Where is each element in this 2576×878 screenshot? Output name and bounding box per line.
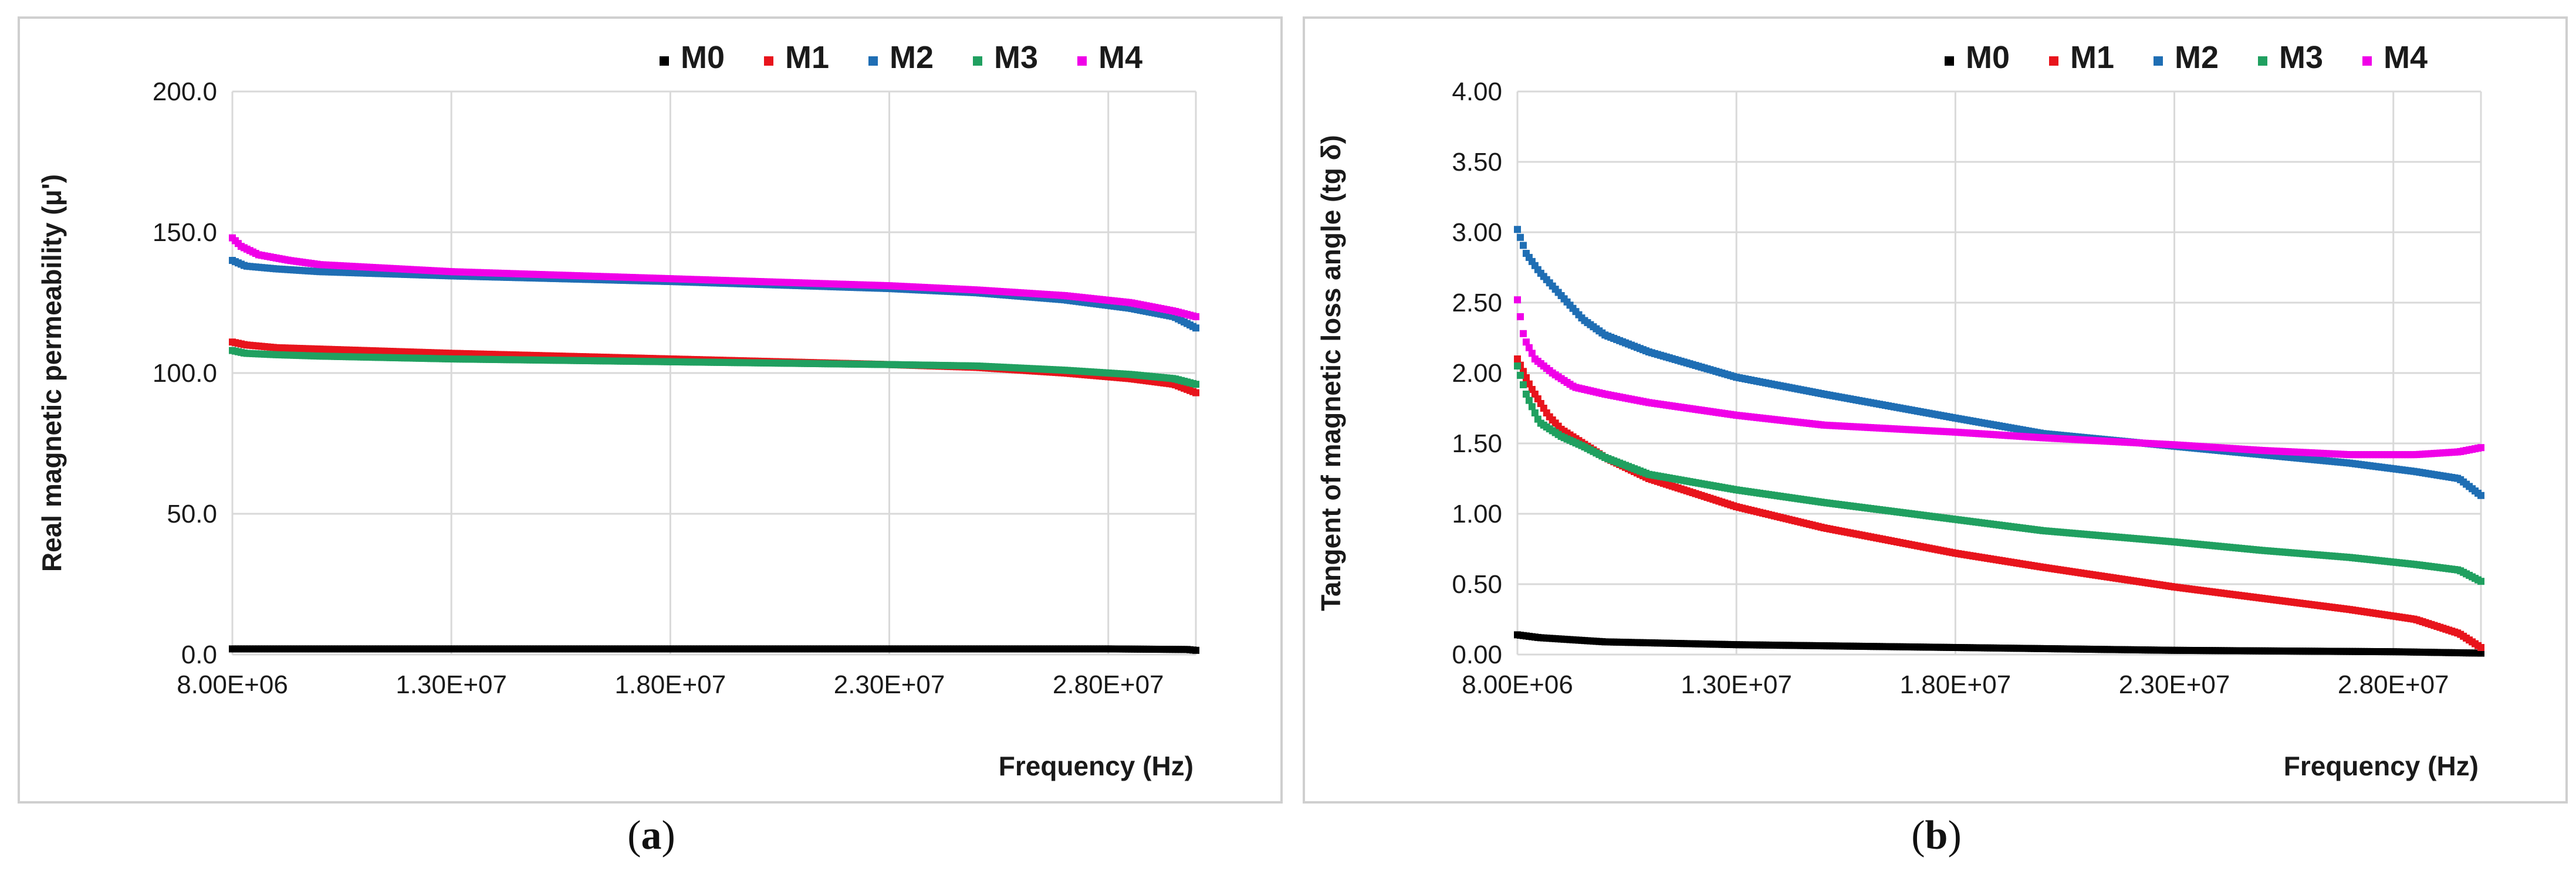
chart-panel-b: 0.00 0.50 1.00 1.50 2.00 2.50 3.00 3.50 4.00 8.00… bbox=[1303, 16, 2568, 804]
chart-a-point-m4 bbox=[1192, 313, 1199, 320]
chart-b-point-m4 bbox=[1525, 344, 1533, 351]
chart-b-legend-label-m3: M3 bbox=[2279, 40, 2323, 75]
chart-b-point-m3 bbox=[2477, 578, 2484, 585]
chart-b-legend-marker-m1 bbox=[2049, 56, 2058, 66]
chart-b-legend-marker-m0 bbox=[1945, 56, 1954, 66]
chart-b-point-m1 bbox=[1525, 380, 1533, 388]
chart-b-ytick-label: 0.00 bbox=[1452, 640, 1502, 669]
chart-b-point-m2 bbox=[2477, 491, 2484, 499]
chart-b-point-m1 bbox=[1514, 355, 1521, 362]
chart-a-legend-label-m0: M0 bbox=[681, 40, 725, 75]
chart-b-xlabel: Frequency (Hz) bbox=[2284, 751, 2479, 781]
chart-b-point-m1 bbox=[2477, 644, 2484, 651]
chart-a-ytick-label: 150.0 bbox=[153, 218, 217, 247]
chart-panel-a: 0.0 50.0 100.0 150.0 200.0 8.00E+06 1.30E+07 1.… bbox=[18, 16, 1283, 804]
chart-b-series-m0 bbox=[1514, 631, 2484, 657]
chart-b-ytick-label: 2.50 bbox=[1452, 289, 1502, 317]
chart-a-xtick-label: 2.80E+07 bbox=[1053, 670, 1164, 699]
chart-b-point-m3 bbox=[1522, 391, 1530, 398]
chart-a-legend-label-m1: M1 bbox=[785, 40, 829, 75]
chart-a-series-m0 bbox=[229, 645, 1199, 654]
chart-b-ytick-label: 2.00 bbox=[1452, 359, 1502, 388]
chart-b-ytick-label: 3.00 bbox=[1452, 218, 1502, 247]
chart-b-point-m3 bbox=[1516, 372, 1524, 379]
caption-a: (a) bbox=[627, 813, 675, 858]
chart-b-legend-marker-m2 bbox=[2154, 56, 2163, 66]
chart-b-ytick-label: 1.50 bbox=[1452, 429, 1502, 458]
chart-b-legend-label-m0: M0 bbox=[1966, 40, 2010, 75]
chart-a-point-m0 bbox=[1192, 646, 1199, 654]
chart-a-xtick-label: 8.00E+06 bbox=[177, 670, 288, 699]
chart-a-legend-label-m2: M2 bbox=[890, 40, 934, 75]
chart-b-xtick-label: 2.80E+07 bbox=[2338, 670, 2449, 699]
chart-a-series-m3 bbox=[229, 347, 1199, 388]
chart-a-point-m2 bbox=[1192, 324, 1199, 332]
chart-a-legend-marker-m3 bbox=[973, 56, 982, 66]
chart-a-xtick-label: 2.30E+07 bbox=[834, 670, 945, 699]
chart-a-ytick-label: 200.0 bbox=[153, 77, 217, 106]
chart-b-series-m4 bbox=[1514, 296, 2484, 459]
chart-b-xtick-label: 8.00E+06 bbox=[1462, 670, 1573, 699]
chart-b-xtick-label: 2.30E+07 bbox=[2119, 670, 2230, 699]
chart-b-point-m2 bbox=[1516, 233, 1524, 241]
chart-a-legend-label-m3: M3 bbox=[994, 40, 1038, 75]
chart-b-legend-marker-m4 bbox=[2362, 56, 2372, 66]
chart-a-ytick-label: 100.0 bbox=[153, 359, 217, 388]
chart-b-point-m4 bbox=[1514, 296, 1521, 304]
caption-a-label: a bbox=[641, 813, 662, 858]
chart-a-point-m1 bbox=[1192, 389, 1199, 396]
chart-b-svg: 0.00 0.50 1.00 1.50 2.00 2.50 3.00 3.50 4.00 8.00… bbox=[1316, 40, 2484, 781]
chart-b-xtick-label: 1.30E+07 bbox=[1681, 670, 1792, 699]
chart-b-point-m4 bbox=[2477, 444, 2484, 452]
chart-b-point-m4 bbox=[1522, 338, 1530, 346]
chart-b-ylabel: Tangent of magnetic loss angle (tg δ) bbox=[1316, 135, 1346, 611]
chart-a-xtick-label: 1.30E+07 bbox=[395, 670, 507, 699]
chart-a-legend-label-m4: M4 bbox=[1098, 40, 1142, 75]
chart-a-ytick-label: 50.0 bbox=[167, 500, 217, 528]
chart-b-ytick-label: 4.00 bbox=[1452, 77, 1502, 106]
chart-a-ylabel: Real magnetic permeability (μ') bbox=[36, 174, 67, 572]
chart-a-xtick-label: 1.80E+07 bbox=[615, 670, 726, 699]
chart-b-series-m2 bbox=[1514, 226, 2484, 499]
chart-b-point-m0 bbox=[2477, 649, 2484, 657]
caption-b-label: b bbox=[1925, 813, 1948, 858]
chart-b-point-m2 bbox=[1514, 226, 1521, 233]
chart-b-legend-label-m4: M4 bbox=[2384, 40, 2428, 75]
chart-b-legend-label-m1: M1 bbox=[2070, 40, 2114, 75]
chart-a-ytick-label: 0.0 bbox=[181, 640, 217, 669]
chart-a-svg: 0.0 50.0 100.0 150.0 200.0 8.00E+06 1.30E+07 1.… bbox=[36, 40, 1199, 781]
chart-b-point-m3 bbox=[1514, 362, 1521, 369]
chart-a-xlabel: Frequency (Hz) bbox=[999, 751, 1194, 781]
chart-b-series-m1 bbox=[1514, 355, 2484, 651]
chart-b-ytick-label: 0.50 bbox=[1452, 570, 1502, 599]
chart-a-series-m4 bbox=[229, 234, 1199, 320]
chart-b-series-m3 bbox=[1514, 362, 2484, 585]
chart-a-point-m3 bbox=[1192, 381, 1199, 388]
chart-b-point-m4 bbox=[1528, 350, 1536, 357]
chart-b-ytick-label: 3.50 bbox=[1452, 148, 1502, 177]
chart-a-legend-marker-m0 bbox=[660, 56, 669, 66]
chart-b-point-m1 bbox=[1522, 374, 1530, 381]
chart-b-xtick-label: 1.80E+07 bbox=[1900, 670, 2012, 699]
chart-b-ytick-label: 1.00 bbox=[1452, 500, 1502, 528]
chart-a-legend-marker-m1 bbox=[764, 56, 773, 66]
chart-b-point-m3 bbox=[1528, 403, 1536, 411]
chart-b-point-m4 bbox=[1516, 313, 1524, 320]
caption-b: (b) bbox=[1911, 813, 1962, 858]
chart-b-point-m4 bbox=[1519, 330, 1527, 337]
chart-b-legend-label-m2: M2 bbox=[2175, 40, 2219, 75]
chart-b-point-m3 bbox=[1519, 381, 1527, 388]
chart-a-legend-marker-m2 bbox=[868, 56, 878, 66]
chart-a-legend: M0 M1 M2 M3 M4 bbox=[660, 40, 1142, 75]
chart-a-legend-marker-m4 bbox=[1077, 56, 1087, 66]
chart-b-point-m2 bbox=[1519, 242, 1527, 249]
chart-b-point-m3 bbox=[1525, 396, 1533, 404]
chart-b-legend-marker-m3 bbox=[2258, 56, 2267, 66]
chart-b-point-m3 bbox=[1531, 409, 1539, 416]
chart-b-legend: M0 M1 M2 M3 M4 bbox=[1945, 40, 2428, 75]
